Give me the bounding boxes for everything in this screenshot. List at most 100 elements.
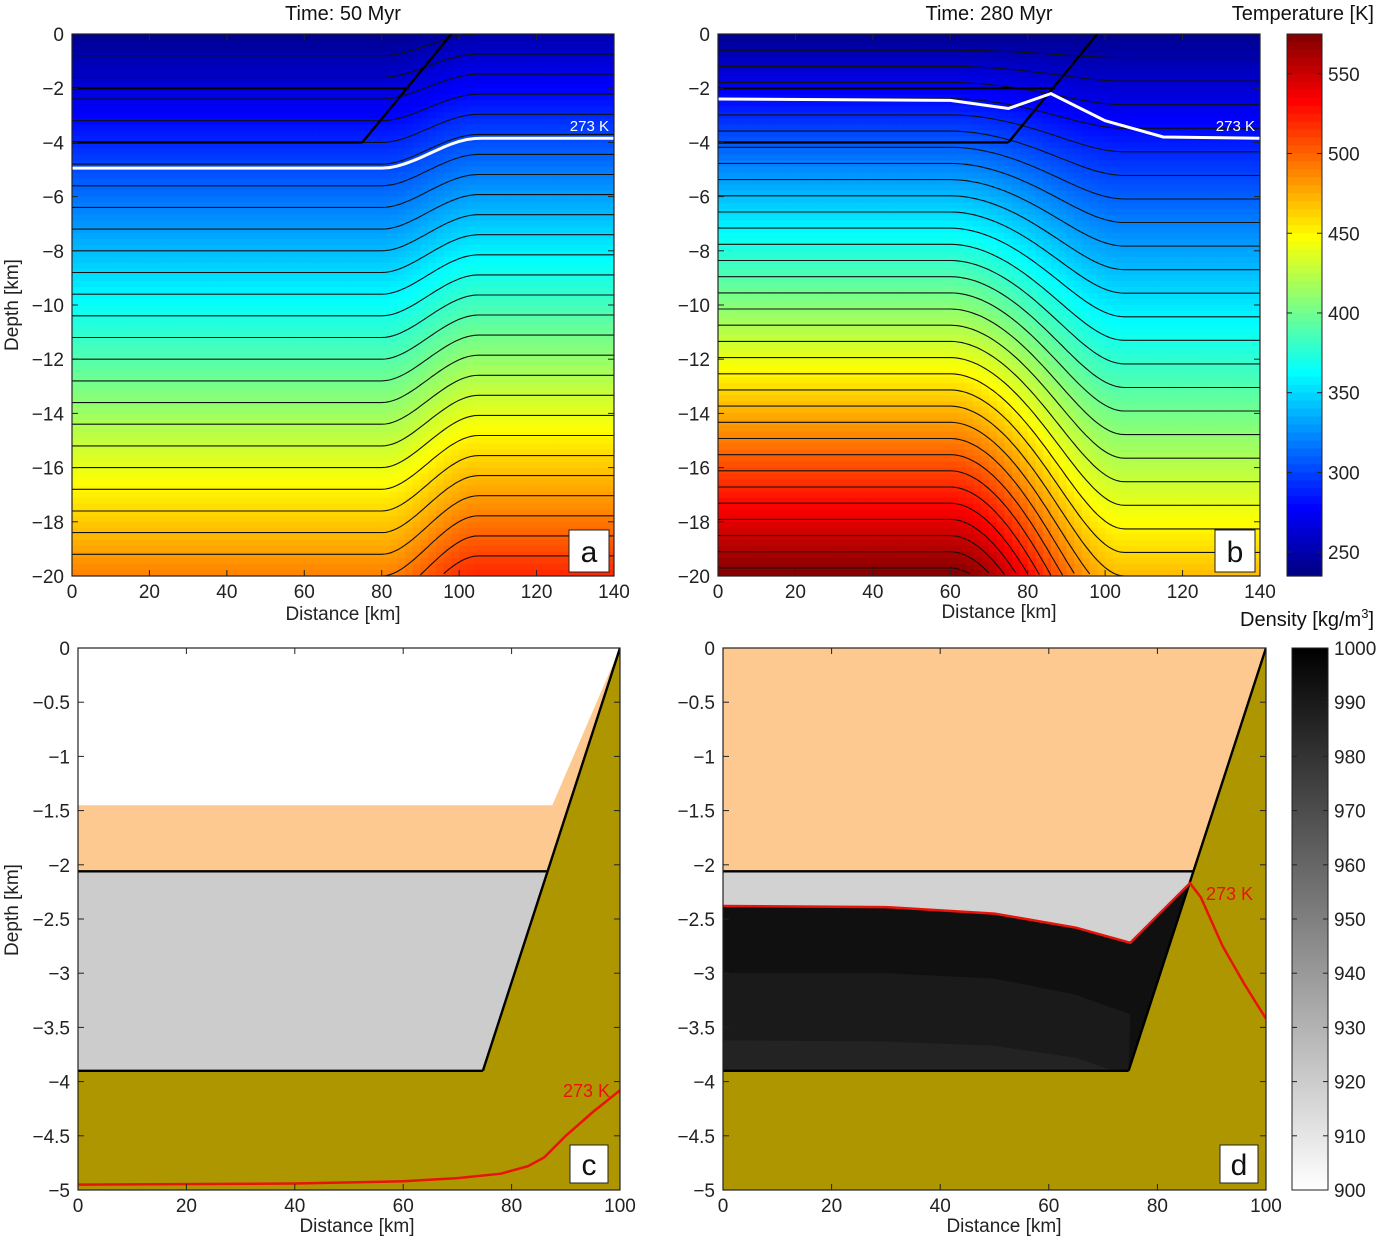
temperature-cell [343, 473, 352, 481]
temperature-cell [435, 196, 445, 204]
temperature-cell [110, 503, 120, 511]
temperature-cell [304, 413, 313, 421]
temperature-cell [459, 305, 468, 312]
temperature-cell [72, 208, 81, 216]
temperature-cell [273, 335, 282, 342]
temperature-cell [211, 190, 220, 198]
temperature-cell [242, 467, 251, 475]
temperature-cell [234, 196, 243, 204]
temperature-cell [466, 142, 476, 150]
temperature-cell [459, 353, 468, 360]
temperature-cell [304, 515, 313, 523]
temperature-cell [474, 329, 483, 336]
temperature-cell [203, 341, 212, 348]
temperature-cell [443, 395, 452, 402]
temperature-cell [366, 256, 375, 264]
temperature-cell [451, 184, 460, 192]
temperature-cell [164, 298, 174, 306]
temperature-cell [234, 359, 243, 366]
temperature-cell [397, 425, 406, 433]
temperature-cell [350, 569, 360, 576]
temperature-cell [358, 305, 367, 312]
temperature-cell [459, 64, 468, 71]
temperature-cell [172, 419, 181, 427]
temperature-cell [335, 419, 344, 427]
temperature-cell [172, 383, 181, 390]
temperature-cell [219, 64, 228, 71]
temperature-cell [180, 383, 189, 390]
temperature-cell [404, 401, 414, 408]
temperature-cell [474, 371, 483, 378]
temperature-cell [226, 461, 236, 469]
temperature-cell [459, 34, 468, 41]
temperature-cell [428, 419, 437, 427]
temperature-cell [133, 371, 143, 378]
temperature-cell [126, 208, 135, 216]
temperature-cell [118, 256, 127, 264]
temperature-cell [250, 298, 259, 306]
temperature-cell [242, 305, 251, 312]
temperature-cell [397, 365, 406, 372]
temperature-cell [435, 292, 445, 300]
temperature-cell [466, 202, 476, 210]
temperature-cell [141, 46, 151, 53]
temperature-cell [319, 136, 329, 143]
temperature-cell [296, 383, 305, 390]
temperature-cell [141, 214, 151, 222]
temperature-cell [257, 395, 267, 402]
temperature-cell [373, 419, 383, 427]
temperature-cell [327, 503, 336, 511]
temperature-cell [110, 238, 120, 246]
temperature-cell [327, 317, 336, 324]
temperature-cell [87, 226, 96, 234]
temperature-cell [149, 166, 158, 174]
temperature-cell [118, 443, 127, 451]
temperature-cell [443, 515, 452, 523]
temperature-cell [141, 184, 151, 192]
temperature-cell [497, 262, 507, 270]
temperature-cell [350, 136, 360, 143]
temperature-cell [126, 515, 135, 523]
temperature-cell [257, 539, 267, 547]
temperature-cell [157, 539, 166, 547]
temperature-cell [319, 214, 329, 222]
temperature-cell [335, 64, 344, 71]
temperature-cell [102, 467, 112, 475]
temperature-cell [157, 166, 166, 174]
temperature-cell [188, 298, 197, 306]
temperature-cell [288, 545, 298, 553]
temperature-cell [443, 172, 452, 180]
temperature-cell [126, 569, 135, 576]
temperature-cell [281, 208, 290, 216]
temperature-cell [397, 268, 406, 276]
temperature-cell [180, 166, 189, 174]
temperature-cell [358, 521, 367, 529]
temperature-cell [412, 220, 422, 228]
temperature-cell [327, 232, 336, 240]
temperature-cell [358, 124, 367, 131]
temperature-cell [149, 94, 158, 101]
temperature-cell [226, 34, 236, 41]
temperature-cell [172, 70, 181, 77]
temperature-cell [319, 196, 329, 204]
temperature-cell [133, 64, 143, 71]
temperature-cell [319, 515, 329, 523]
temperature-cell [226, 64, 236, 71]
temperature-cell [141, 341, 151, 348]
temperature-cell [428, 64, 437, 71]
temperature-cell [482, 202, 491, 210]
temperature-cell [281, 214, 290, 222]
temperature-cell [428, 491, 437, 499]
temperature-cell [443, 371, 452, 378]
temperature-cell [180, 58, 189, 65]
temperature-cell [118, 124, 127, 131]
temperature-cell [474, 443, 483, 451]
temperature-cell [474, 407, 483, 414]
temperature-cell [195, 82, 205, 89]
temperature-cell [226, 431, 236, 439]
temperature-cell [443, 305, 452, 312]
temperature-cell [234, 431, 243, 439]
temperature-cell [157, 214, 166, 222]
temperature-cell [273, 425, 282, 433]
temperature-cell [180, 40, 189, 47]
